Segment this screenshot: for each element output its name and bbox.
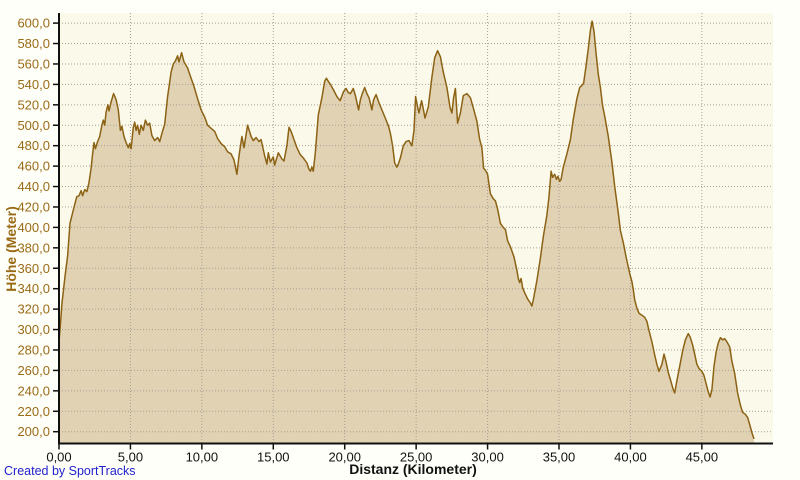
x-tick-labels-layer: 0,00 5,00 10,00 15,00 20,00 25,00 30,00 35,00 40… — [46, 450, 718, 465]
elevation-area — [59, 21, 754, 443]
x-tick-label: 20,00 — [328, 450, 361, 465]
y-axis-title: Höhe (Meter) — [3, 206, 19, 292]
sporttracks-credit: Created by SportTracks — [4, 464, 136, 478]
y-tick-label: 200,0 — [17, 424, 50, 439]
x-tick-label: 25,00 — [400, 450, 433, 465]
y-tick-label: 540,0 — [17, 77, 50, 92]
y-tick-label: 360,0 — [17, 261, 50, 276]
x-tick-label: 40,00 — [614, 450, 647, 465]
y-tick-label: 580,0 — [17, 36, 50, 51]
x-tick-label: 10,00 — [186, 450, 219, 465]
x-axis-title: Distanz (Kilometer) — [349, 461, 477, 477]
x-tick-label: 45,00 — [686, 450, 719, 465]
y-tick-label: 480,0 — [17, 138, 50, 153]
x-tick-label: 0,00 — [46, 450, 71, 465]
gridline-layer — [59, 13, 773, 443]
y-tick-label: 280,0 — [17, 342, 50, 357]
y-tick-label: 560,0 — [17, 56, 50, 71]
y-tick-label: 500,0 — [17, 118, 50, 133]
y-tick-label: 260,0 — [17, 363, 50, 378]
y-tick-label: 440,0 — [17, 179, 50, 194]
y-tick-label: 520,0 — [17, 97, 50, 112]
y-tick-label: 300,0 — [17, 322, 50, 337]
x-tick-label: 30,00 — [471, 450, 504, 465]
y-tick-label: 240,0 — [17, 383, 50, 398]
y-tick-label: 460,0 — [17, 159, 50, 174]
y-tick-label: 320,0 — [17, 302, 50, 317]
tick-layer — [53, 22, 703, 450]
elevation-line — [58, 20, 755, 440]
elevation-line-layer — [58, 20, 755, 440]
y-tick-label: 600,0 — [17, 16, 50, 31]
x-tick-label: 5,00 — [118, 450, 143, 465]
y-tick-labels-layer: 200,0 220,0 240,0 260,0 280,0 300,0 320,0 340,0… — [17, 16, 50, 440]
y-tick-label: 220,0 — [17, 404, 50, 419]
elevation-area-layer — [59, 21, 754, 443]
y-tick-label: 380,0 — [17, 240, 50, 255]
y-tick-label: 400,0 — [17, 220, 50, 235]
y-tick-label: 420,0 — [17, 199, 50, 214]
y-tick-label: 340,0 — [17, 281, 50, 296]
x-tick-label: 35,00 — [543, 450, 576, 465]
x-tick-label: 15,00 — [257, 450, 290, 465]
